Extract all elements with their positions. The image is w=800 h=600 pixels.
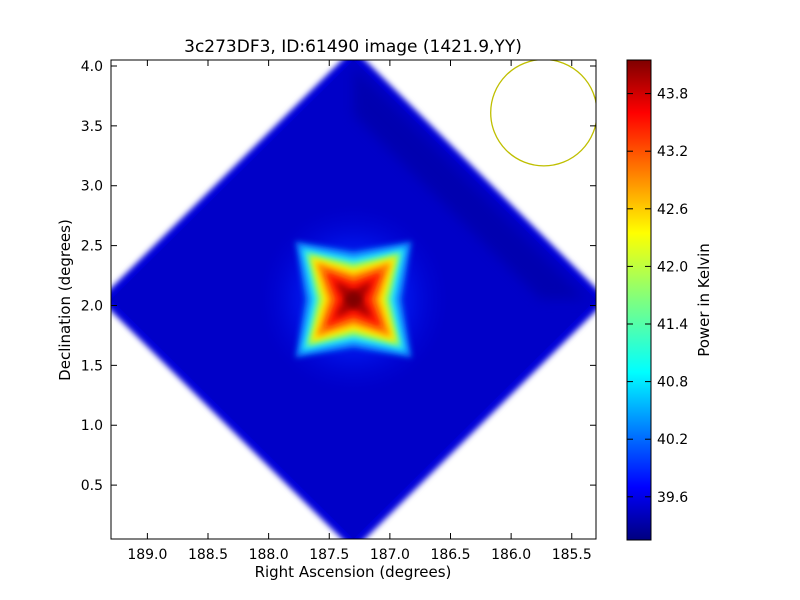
colorbar-tick-label: 42.0	[657, 259, 688, 275]
y-tick-label: 1.0	[81, 418, 103, 434]
x-tick-label: 185.5	[552, 547, 592, 563]
colorbar-tick-label: 42.6	[657, 202, 688, 218]
y-tick-label: 2.0	[81, 298, 103, 314]
field-edge-shade	[353, 66, 586, 300]
y-axis: 0.5 1.0 1.5 2.0 2.5 3.0 3.5 4.0	[81, 59, 596, 494]
x-tick-label: 187.0	[370, 547, 410, 563]
plot-area	[111, 60, 596, 539]
y-axis-label: Declination (degrees)	[56, 219, 74, 381]
colorbar-ticks: 39.6 40.2 40.8 41.4 42.0 42.6 43.2 43.8	[627, 87, 688, 506]
y-tick-label: 1.5	[81, 358, 103, 374]
y-tick-label: 4.0	[81, 59, 103, 75]
colorbar-tick-label: 43.2	[657, 144, 688, 160]
colorbar-label: Power in Kelvin	[695, 243, 713, 357]
colorbar-tick-label: 43.8	[657, 87, 688, 103]
chart-title: 3c273DF3, ID:61490 image (1421.9,YY)	[184, 37, 522, 57]
colorbar-tick-label: 40.8	[657, 375, 688, 391]
colorbar-gradient	[626, 59, 652, 541]
y-tick-label: 0.5	[81, 478, 103, 494]
plot-frame	[110, 59, 597, 540]
colorbar-tick-label: 39.6	[657, 490, 688, 506]
x-tick-label: 189.0	[127, 547, 167, 563]
x-tick-label: 186.5	[430, 547, 470, 563]
x-tick-label: 188.5	[188, 547, 228, 563]
x-axis-label: Right Ascension (degrees)	[255, 563, 452, 581]
y-tick-label: 3.0	[81, 179, 103, 195]
colorbar-tick-label: 40.2	[657, 432, 688, 448]
x-tick-label: 186.0	[491, 547, 531, 563]
source-emission	[258, 204, 449, 395]
y-tick-label: 3.5	[81, 119, 103, 135]
x-tick-label: 188.0	[249, 547, 289, 563]
colorbar-tick-label: 41.4	[657, 317, 688, 333]
x-axis: 189.0 188.5 188.0 187.5 187.0 186.5 186.0 185.5	[127, 60, 592, 563]
colorbar: 39.6 40.2 40.8 41.4 42.0 42.6 43.2 43.8 Power i…	[626, 59, 713, 541]
x-tick-label: 187.5	[309, 547, 349, 563]
beam-circle	[490, 60, 596, 167]
y-tick-label: 2.5	[81, 239, 103, 255]
source-core	[345, 291, 362, 308]
